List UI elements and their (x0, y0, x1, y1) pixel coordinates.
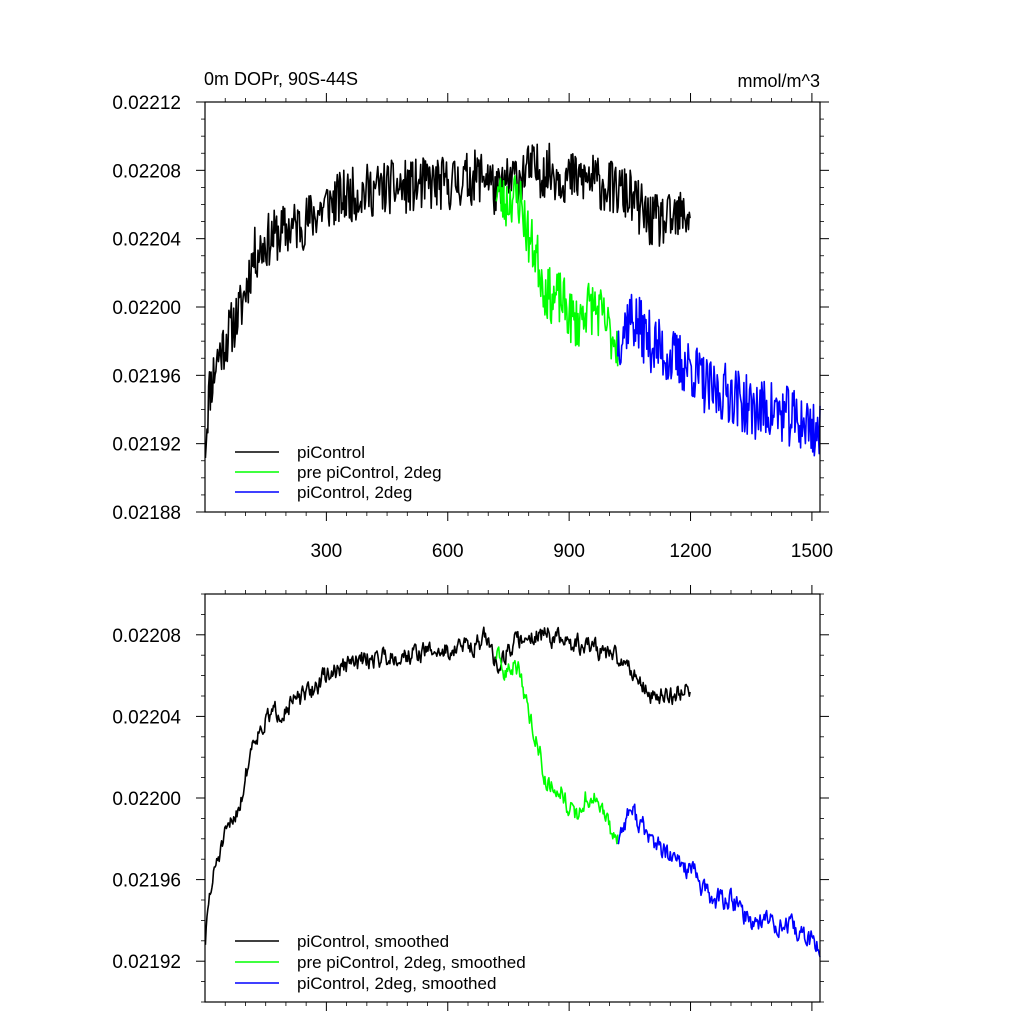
x-tick-label: 1200 (669, 541, 711, 562)
legend-label: piControl, smoothed (297, 932, 449, 951)
x-tick-label: 600 (432, 541, 464, 562)
y-tick-label: 0.02192 (112, 952, 181, 973)
axis-ticks: 0.02192 0.02196 0.02200 0.02204 0.02208 (112, 585, 829, 1011)
y-tick-label: 0.02188 (112, 503, 181, 524)
y-tick-label: 0.02200 (112, 298, 181, 319)
bottom-panel: 0.02192 0.02196 0.02200 0.02204 0.02208 piCo… (112, 585, 829, 1011)
legend-label: piControl, 2deg (297, 483, 412, 502)
x-tick-label: 300 (311, 541, 343, 562)
y-tick-label: 0.02192 (112, 435, 181, 456)
legend-label: piControl (297, 443, 365, 462)
y-tick-label: 0.02196 (112, 366, 181, 387)
series-lines (204, 142, 821, 458)
plot-frame (204, 101, 821, 513)
series-lines (204, 626, 821, 958)
series-line-1 (204, 142, 691, 458)
legend-label: piControl, 2deg, smoothed (297, 974, 496, 993)
top-panel: 0m DOPr, 90S-44S mmol/m^3 300 600 900 1200 1… (112, 69, 833, 562)
y-tick-label: 0.02200 (112, 789, 181, 810)
y-tick-label: 0.02212 (112, 93, 181, 114)
legend-label: pre piControl, 2deg (297, 463, 442, 482)
x-tick-label: 900 (553, 541, 585, 562)
chart-units-label: mmol/m^3 (738, 71, 820, 91)
axis-ticks: 300 600 900 1200 1500 0.02188 0.02192 0.02196 0.… (112, 93, 833, 562)
series-line-1 (204, 626, 691, 945)
y-tick-label: 0.02208 (112, 161, 181, 182)
series-line-3 (616, 293, 821, 457)
y-tick-label: 0.02196 (112, 871, 181, 892)
plot-frame (204, 593, 821, 1003)
y-tick-label: 0.02208 (112, 626, 181, 647)
chart-title-left: 0m DOPr, 90S-44S (204, 69, 358, 89)
series-line-2 (495, 646, 619, 845)
series-line-2 (495, 175, 619, 367)
x-tick-label: 1500 (791, 541, 833, 562)
y-tick-label: 0.02204 (112, 230, 181, 251)
legend-label: pre piControl, 2deg, smoothed (297, 953, 526, 972)
series-line-3 (617, 803, 821, 958)
y-tick-label: 0.02204 (112, 707, 181, 728)
legend: piControl, smoothed pre piControl, 2deg, … (235, 932, 526, 993)
